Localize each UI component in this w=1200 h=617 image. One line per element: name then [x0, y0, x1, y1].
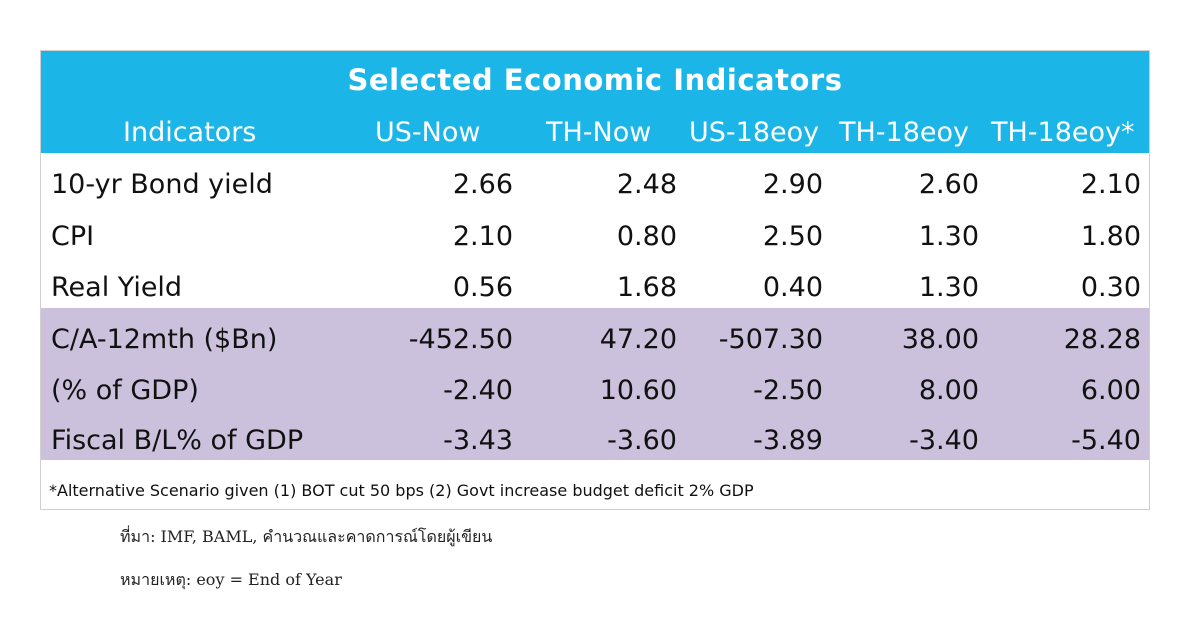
- column-header-indicators: Indicators: [123, 117, 257, 148]
- table-cell: 1.30: [918, 272, 979, 303]
- table-cell: -452.50: [408, 324, 513, 355]
- table-section-balances: [41, 308, 1149, 460]
- row-label: (% of GDP): [51, 375, 199, 406]
- source-line: ที่มา: IMF, BAML, คำนวณและคาดการณ์โดยผู้…: [120, 527, 493, 546]
- table-cell: 0.80: [616, 221, 677, 252]
- table-cell: 2.66: [452, 169, 513, 200]
- row-label: CPI: [51, 221, 95, 252]
- table-cell: 1.68: [616, 272, 677, 303]
- table-cell: 47.20: [599, 324, 677, 355]
- note-line: หมายเหตุ: eoy = End of Year: [120, 570, 342, 589]
- row-label: 10-yr Bond yield: [51, 169, 273, 200]
- table-cell: -2.50: [753, 375, 823, 406]
- table-cell: -3.40: [909, 425, 979, 456]
- table-header-band: Selected Economic Indicators Indicators …: [41, 51, 1149, 153]
- column-header-th-18eoy-alt: TH-18eoy*: [991, 117, 1135, 148]
- table-cell: -507.30: [718, 324, 823, 355]
- table-cell: -3.89: [753, 425, 823, 456]
- table-section-yields: [41, 153, 1149, 308]
- row-label: Real Yield: [51, 272, 183, 303]
- table-cell: -3.43: [443, 425, 513, 456]
- table-cell: 0.56: [452, 272, 513, 303]
- column-header-us-18eoy: US-18eoy: [689, 117, 820, 148]
- table-cell: 8.00: [918, 375, 979, 406]
- table-cell: -3.60: [607, 425, 677, 456]
- column-header-th-18eoy: TH-18eoy: [839, 117, 970, 148]
- table-cell: 6.00: [1080, 375, 1141, 406]
- table-cell: 28.28: [1063, 324, 1141, 355]
- table-cell: -2.40: [443, 375, 513, 406]
- column-header-th-now: TH-Now: [546, 117, 652, 148]
- table-cell: 38.00: [901, 324, 979, 355]
- table-cell: 2.10: [1080, 169, 1141, 200]
- table-title: Selected Economic Indicators: [347, 63, 843, 97]
- indicators-table: Selected Economic Indicators Indicators …: [40, 50, 1150, 510]
- table-cell: -5.40: [1071, 425, 1141, 456]
- table-cell: 10.60: [599, 375, 677, 406]
- row-label: C/A-12mth ($Bn): [51, 324, 278, 355]
- table-cell: 0.40: [762, 272, 823, 303]
- row-label: Fiscal B/L% of GDP: [51, 425, 304, 456]
- table-cell: 0.30: [1080, 272, 1141, 303]
- column-header-us-now: US-Now: [375, 117, 481, 148]
- table-cell: 2.50: [762, 221, 823, 252]
- table-cell: 2.10: [452, 221, 513, 252]
- table-cell: 2.60: [918, 169, 979, 200]
- table-footnote: *Alternative Scenario given (1) BOT cut …: [49, 481, 754, 500]
- table-cell: 2.48: [616, 169, 677, 200]
- table-cell: 2.90: [762, 169, 823, 200]
- table-cell: 1.30: [918, 221, 979, 252]
- table-cell: 1.80: [1080, 221, 1141, 252]
